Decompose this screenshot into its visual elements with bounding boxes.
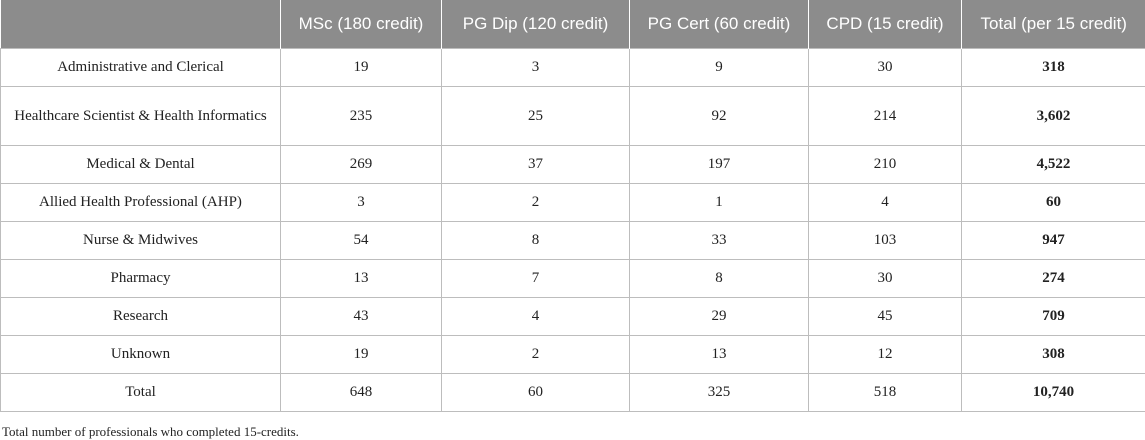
cell-cpd: 210 <box>808 144 962 184</box>
cell-msc: 13 <box>280 258 442 298</box>
table-row-total: Total 648 60 325 518 10,740 <box>0 372 1145 412</box>
cell-total: 3,602 <box>961 85 1145 146</box>
cell-total: 10,740 <box>961 372 1145 412</box>
cell-pgcert: 8 <box>629 258 809 298</box>
table-row: Research 43 4 29 45 709 <box>0 296 1145 336</box>
cell-pgcert: 325 <box>629 372 809 412</box>
cell-total: 60 <box>961 182 1145 222</box>
cell-pgdip: 4 <box>441 296 630 336</box>
cell-pgdip: 37 <box>441 144 630 184</box>
cell-pgcert: 13 <box>629 334 809 374</box>
header-cell-pgdip: PG Dip (120 credit) <box>441 0 630 48</box>
cell-pgdip: 3 <box>441 47 630 87</box>
row-label: Research <box>0 296 281 336</box>
table-header-row: MSc (180 credit) PG Dip (120 credit) PG … <box>0 0 1145 48</box>
cell-cpd: 518 <box>808 372 962 412</box>
cell-msc: 269 <box>280 144 442 184</box>
cell-cpd: 214 <box>808 85 962 146</box>
cell-pgcert: 1 <box>629 182 809 222</box>
row-label: Unknown <box>0 334 281 374</box>
cell-pgdip: 2 <box>441 182 630 222</box>
row-label: Healthcare Scientist & Health Informatic… <box>0 85 281 146</box>
cell-cpd: 12 <box>808 334 962 374</box>
cell-pgcert: 92 <box>629 85 809 146</box>
cell-total: 318 <box>961 47 1145 87</box>
cell-pgdip: 60 <box>441 372 630 412</box>
cell-msc: 54 <box>280 220 442 260</box>
cell-msc: 235 <box>280 85 442 146</box>
cell-pgdip: 2 <box>441 334 630 374</box>
cell-pgdip: 8 <box>441 220 630 260</box>
cell-cpd: 103 <box>808 220 962 260</box>
header-cell-category <box>1 0 281 48</box>
data-table-container: MSc (180 credit) PG Dip (120 credit) PG … <box>0 0 1145 412</box>
table-row: Allied Health Professional (AHP) 3 2 1 4… <box>0 182 1145 222</box>
cell-pgcert: 29 <box>629 296 809 336</box>
cell-cpd: 30 <box>808 258 962 298</box>
row-label: Pharmacy <box>0 258 281 298</box>
table-row: Administrative and Clerical 19 3 9 30 31… <box>0 47 1145 87</box>
header-cell-pgcert: PG Cert (60 credit) <box>629 0 809 48</box>
table-row: Pharmacy 13 7 8 30 274 <box>0 258 1145 298</box>
table-row: Healthcare Scientist & Health Informatic… <box>0 85 1145 146</box>
header-cell-msc: MSc (180 credit) <box>280 0 442 48</box>
row-label: Medical & Dental <box>0 144 281 184</box>
cell-pgdip: 7 <box>441 258 630 298</box>
cell-total: 274 <box>961 258 1145 298</box>
table-row: Medical & Dental 269 37 197 210 4,522 <box>0 144 1145 184</box>
table-footnote: Total number of professionals who comple… <box>2 424 299 439</box>
cell-pgcert: 9 <box>629 47 809 87</box>
cell-msc: 3 <box>280 182 442 222</box>
cell-pgcert: 197 <box>629 144 809 184</box>
cell-cpd: 45 <box>808 296 962 336</box>
cell-pgcert: 33 <box>629 220 809 260</box>
cell-cpd: 4 <box>808 182 962 222</box>
cell-total: 947 <box>961 220 1145 260</box>
cell-msc: 19 <box>280 47 442 87</box>
header-cell-total: Total (per 15 credit) <box>961 0 1145 48</box>
row-label: Nurse & Midwives <box>0 220 281 260</box>
cell-msc: 648 <box>280 372 442 412</box>
row-label: Administrative and Clerical <box>0 47 281 87</box>
cell-msc: 19 <box>280 334 442 374</box>
table-row: Unknown 19 2 13 12 308 <box>0 334 1145 374</box>
table-row: Nurse & Midwives 54 8 33 103 947 <box>0 220 1145 260</box>
row-label: Total <box>0 372 281 412</box>
cell-total: 4,522 <box>961 144 1145 184</box>
credits-table: MSc (180 credit) PG Dip (120 credit) PG … <box>0 0 1145 412</box>
cell-msc: 43 <box>280 296 442 336</box>
header-cell-cpd: CPD (15 credit) <box>808 0 962 48</box>
cell-cpd: 30 <box>808 47 962 87</box>
cell-pgdip: 25 <box>441 85 630 146</box>
cell-total: 709 <box>961 296 1145 336</box>
cell-total: 308 <box>961 334 1145 374</box>
row-label: Allied Health Professional (AHP) <box>0 182 281 222</box>
